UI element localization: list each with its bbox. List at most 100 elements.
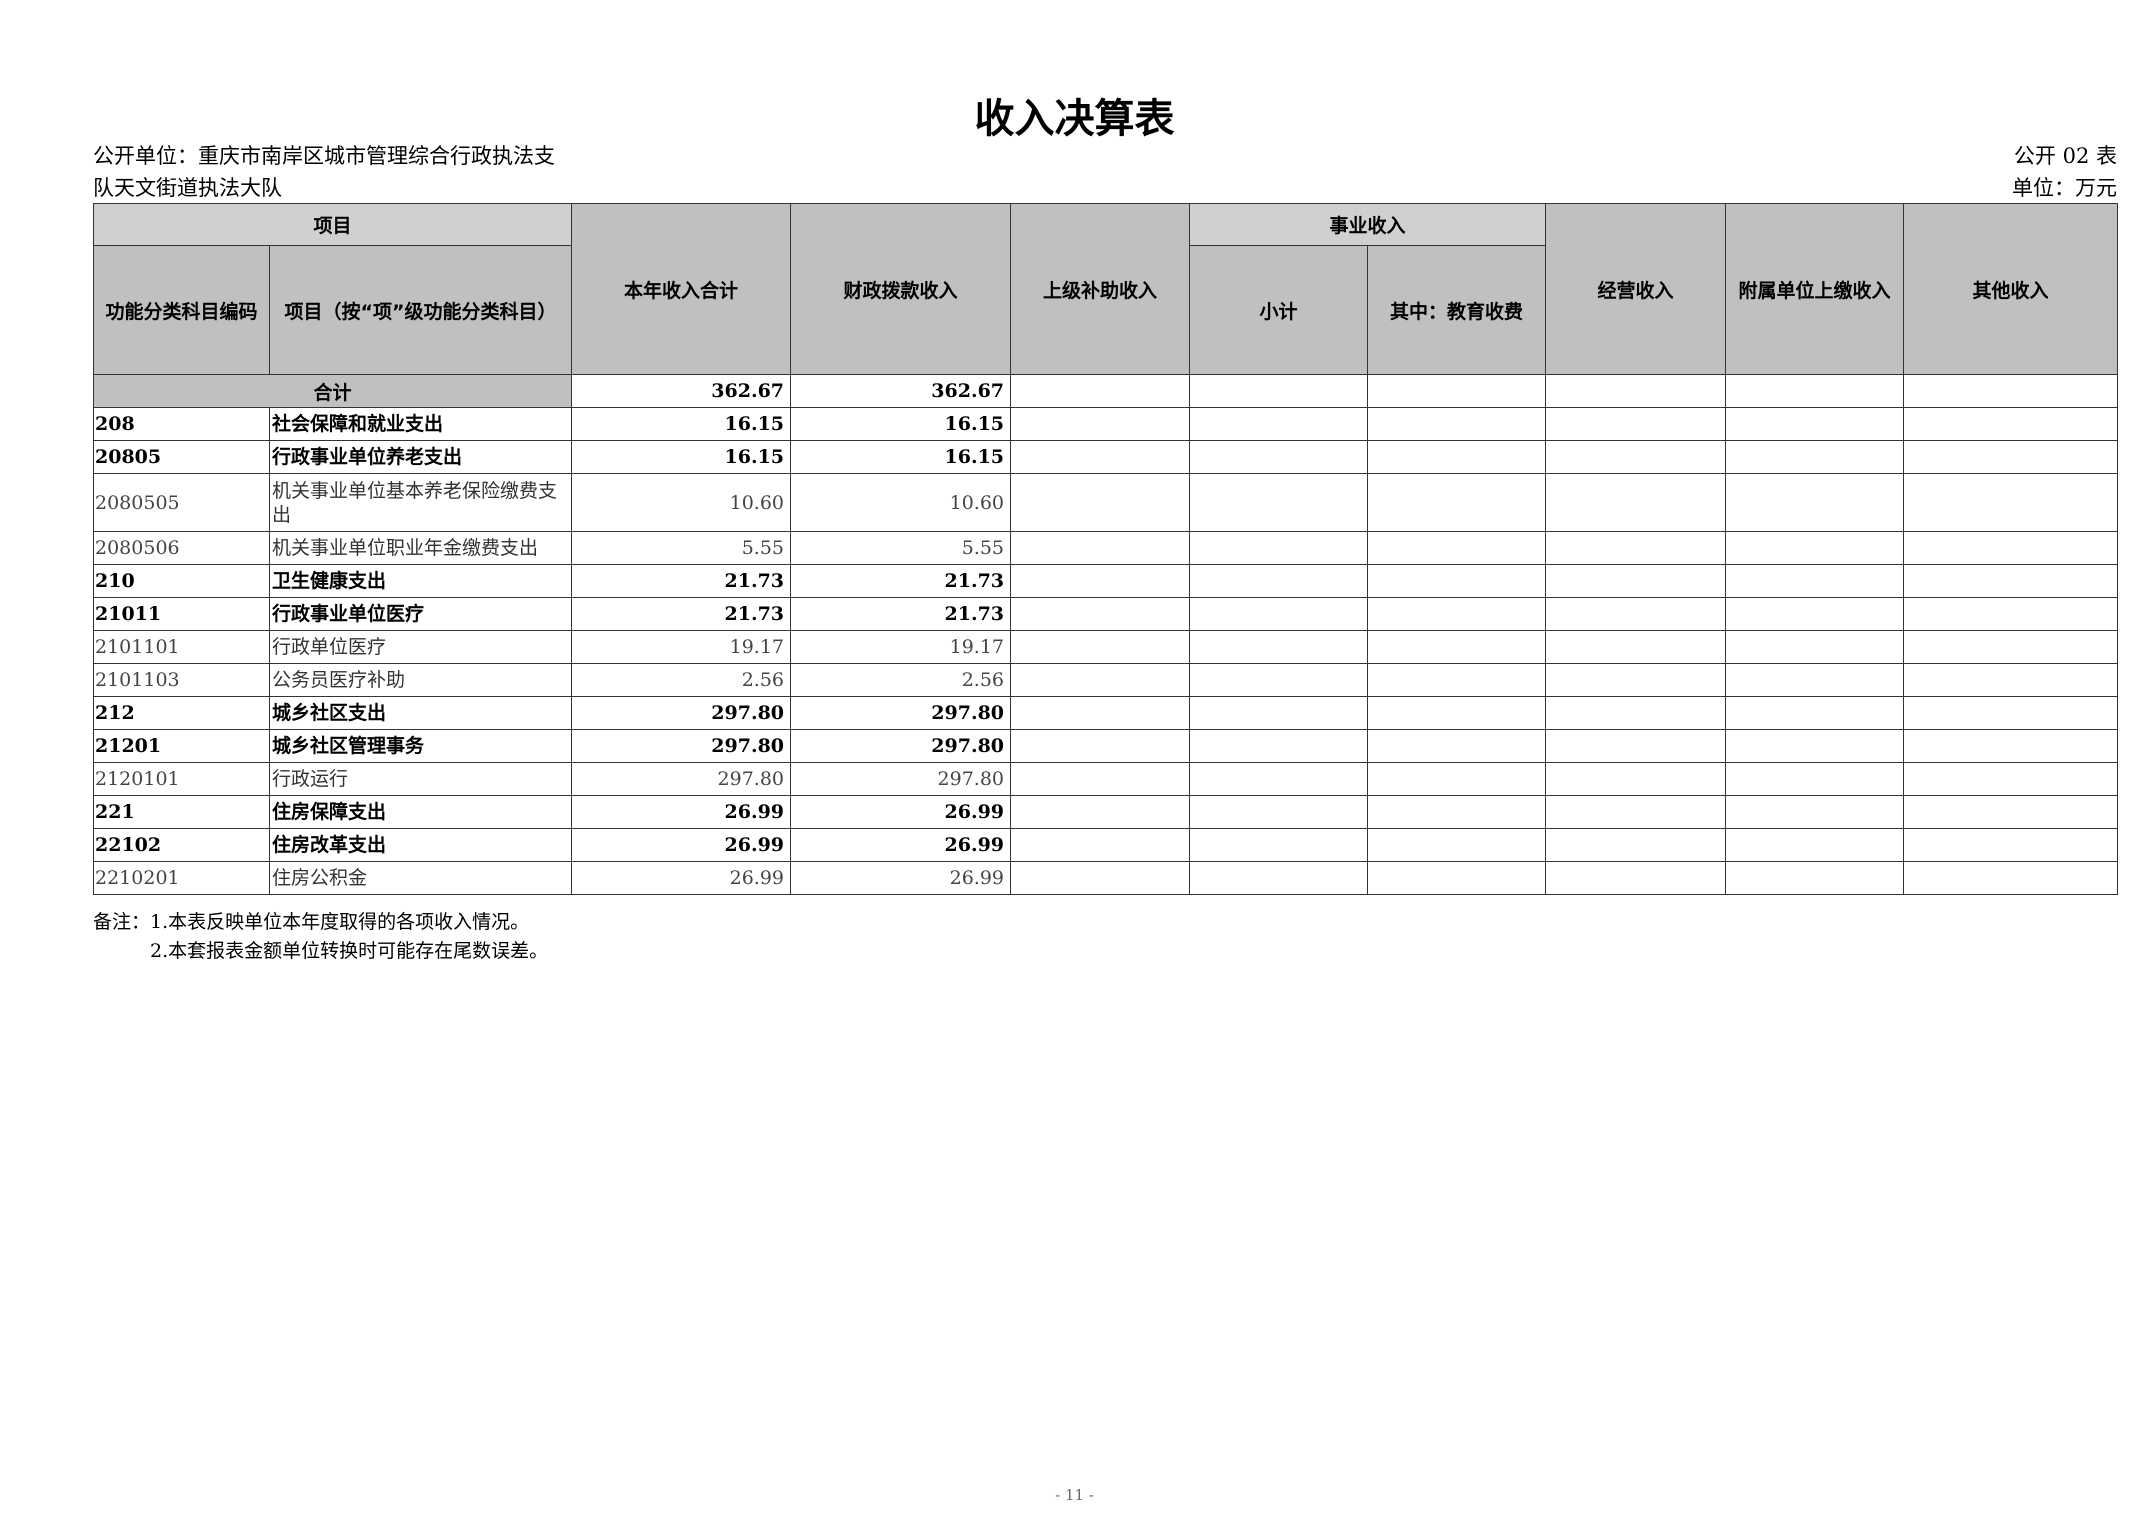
row-item: 住房公积金 xyxy=(268,861,573,895)
empty-cell xyxy=(1189,729,1369,763)
income-table: 项目 本年收入合计 财政拨款收入 上级补助收入 事业收入 经营收入 附属单位上缴… xyxy=(92,203,2119,895)
empty-cell xyxy=(1010,473,1191,532)
empty-cell xyxy=(1903,696,2119,730)
empty-cell xyxy=(1903,762,2119,796)
row-code: 2080505 xyxy=(93,473,270,532)
empty-cell xyxy=(1545,861,1727,895)
row-total: 5.55 xyxy=(571,531,792,565)
row-total: 26.99 xyxy=(571,861,792,895)
empty-cell xyxy=(1545,407,1727,441)
empty-cell xyxy=(1010,630,1191,664)
empty-cell xyxy=(1903,630,2119,664)
table-row: 2080506 机关事业单位职业年金缴费支出 5.55 5.55 xyxy=(93,531,2119,565)
row-total: 297.80 xyxy=(571,696,792,730)
header-fiscal: 财政拨款收入 xyxy=(790,203,1012,375)
empty-cell xyxy=(1367,630,1547,664)
empty-cell xyxy=(1367,696,1547,730)
row-code: 2101103 xyxy=(93,663,270,697)
empty-cell xyxy=(1545,696,1727,730)
empty-cell xyxy=(1189,762,1369,796)
empty-cell xyxy=(1010,696,1191,730)
row-item: 行政运行 xyxy=(268,762,573,796)
header-project: 项目 xyxy=(92,203,573,246)
empty-cell xyxy=(1189,663,1369,697)
empty-cell xyxy=(1903,440,2119,474)
unit-line-1: 公开单位：重庆市南岸区城市管理综合行政执法支 xyxy=(93,144,555,168)
header-code: 功能分类科目编码 xyxy=(93,245,270,375)
empty-cell xyxy=(1725,597,1905,631)
row-total: 2.56 xyxy=(571,663,792,697)
total-sum: 362.67 xyxy=(571,374,792,408)
empty-cell xyxy=(1903,407,2119,441)
header-edu: 其中：教育收费 xyxy=(1367,245,1547,375)
row-item: 住房改革支出 xyxy=(268,828,573,862)
row-fiscal: 16.15 xyxy=(790,407,1012,441)
form-info: 公开 02 表 单位：万元 xyxy=(2012,140,2117,204)
row-fiscal: 297.80 xyxy=(790,696,1012,730)
empty-cell xyxy=(1367,440,1547,474)
empty-cell xyxy=(1189,531,1369,565)
empty-cell xyxy=(1545,597,1727,631)
empty-cell xyxy=(1903,597,2119,631)
empty-cell xyxy=(1545,795,1727,829)
empty-cell xyxy=(1545,762,1727,796)
unit-line-2: 队天文街道执法大队 xyxy=(93,176,282,200)
empty-cell xyxy=(1903,564,2119,598)
table-row: 212 城乡社区支出 297.80 297.80 xyxy=(93,696,2119,730)
empty-cell xyxy=(1367,564,1547,598)
row-item: 住房保障支出 xyxy=(268,795,573,829)
row-fiscal: 297.80 xyxy=(790,762,1012,796)
page-number: - 11 - xyxy=(1055,1486,1094,1504)
unit-info: 公开单位：重庆市南岸区城市管理综合行政执法支 队天文街道执法大队 xyxy=(93,140,555,204)
empty-cell xyxy=(1545,630,1727,664)
row-total: 16.15 xyxy=(571,440,792,474)
table-row: 208 社会保障和就业支出 16.15 16.15 xyxy=(93,407,2119,441)
row-item: 行政事业单位医疗 xyxy=(268,597,573,631)
currency-unit: 单位：万元 xyxy=(2012,176,2117,200)
row-total: 19.17 xyxy=(571,630,792,664)
empty-cell xyxy=(1725,531,1905,565)
empty-cell xyxy=(1010,795,1191,829)
row-total: 10.60 xyxy=(571,473,792,532)
row-item: 城乡社区管理事务 xyxy=(268,729,573,763)
row-fiscal: 5.55 xyxy=(790,531,1012,565)
table-row: 221 住房保障支出 26.99 26.99 xyxy=(93,795,2119,829)
empty-cell xyxy=(1010,440,1191,474)
empty-cell xyxy=(1367,531,1547,565)
empty-cell xyxy=(1189,630,1369,664)
empty-cell xyxy=(1725,729,1905,763)
row-total: 26.99 xyxy=(571,828,792,862)
row-fiscal: 26.99 xyxy=(790,828,1012,862)
table-row: 22102 住房改革支出 26.99 26.99 xyxy=(93,828,2119,862)
row-item: 行政单位医疗 xyxy=(268,630,573,664)
empty-cell xyxy=(1903,663,2119,697)
empty-cell xyxy=(1189,440,1369,474)
row-fiscal: 21.73 xyxy=(790,597,1012,631)
header-total: 本年收入合计 xyxy=(571,203,792,375)
empty-cell xyxy=(1367,795,1547,829)
empty-cell xyxy=(1903,795,2119,829)
empty-cell xyxy=(1010,861,1191,895)
row-code: 21201 xyxy=(93,729,270,763)
table-row: 2080505 机关事业单位基本养老保险缴费支出 10.60 10.60 xyxy=(93,473,2119,532)
empty-cell xyxy=(1189,696,1369,730)
row-code: 208 xyxy=(93,407,270,441)
empty-cell xyxy=(1725,696,1905,730)
empty-cell xyxy=(1367,597,1547,631)
empty-cell xyxy=(1010,663,1191,697)
empty-cell xyxy=(1903,828,2119,862)
empty-cell xyxy=(1189,795,1369,829)
row-code: 2080506 xyxy=(93,531,270,565)
empty-cell xyxy=(1189,828,1369,862)
notes: 备注：1.本表反映单位本年度取得的各项收入情况。 2.本套报表金额单位转换时可能… xyxy=(93,908,548,966)
empty-cell xyxy=(1725,473,1905,532)
empty-cell xyxy=(1367,407,1547,441)
row-fiscal: 19.17 xyxy=(790,630,1012,664)
empty-cell xyxy=(1903,531,2119,565)
table-row: 20805 行政事业单位养老支出 16.15 16.15 xyxy=(93,440,2119,474)
note-2: 2.本套报表金额单位转换时可能存在尾数误差。 xyxy=(150,940,549,962)
row-fiscal: 16.15 xyxy=(790,440,1012,474)
header-subtotal: 小计 xyxy=(1189,245,1369,375)
empty-cell xyxy=(1725,407,1905,441)
header-business: 事业收入 xyxy=(1189,203,1547,246)
